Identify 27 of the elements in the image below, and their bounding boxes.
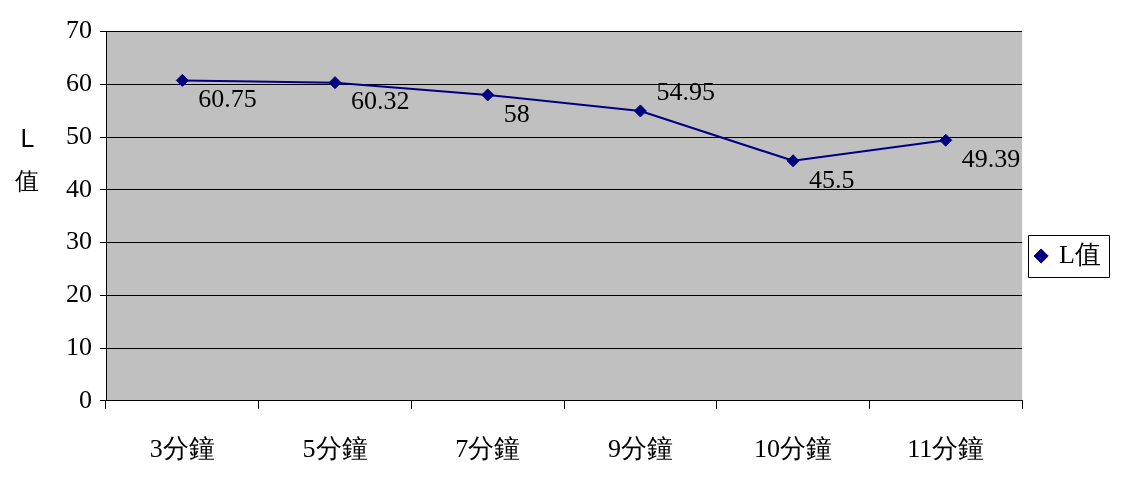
y-tick-label: 10 (66, 331, 92, 361)
data-label: 60.32 (351, 86, 410, 116)
y-tick-label: 70 (66, 15, 92, 45)
x-tick-label: 7分鐘 (455, 434, 521, 464)
x-tick-label: 10分鐘 (754, 434, 833, 464)
legend-label: L值 (1059, 239, 1102, 269)
data-label: 45.5 (809, 164, 855, 194)
point (939, 133, 953, 147)
x-tick-label: 9分鐘 (607, 434, 673, 464)
x-tick-label: 11分鐘 (907, 434, 985, 464)
y-tick-label: 40 (66, 173, 92, 203)
data-label: 49.39 (961, 144, 1021, 174)
data-label: 58 (503, 98, 530, 128)
x-tick-label: 3分鐘 (149, 434, 215, 464)
y-tick-label: 0 (79, 384, 92, 414)
point (175, 73, 189, 87)
y-tick-label: 30 (66, 226, 92, 256)
y-tick-label: 50 (66, 120, 92, 150)
y-tick-label: 60 (66, 68, 92, 98)
x-tick-label: 5分鐘 (302, 434, 368, 464)
point (328, 76, 342, 90)
y-tick-label: 20 (66, 279, 92, 309)
point (633, 104, 647, 118)
point (786, 154, 800, 168)
point (481, 88, 495, 102)
y-axis-title: L值 (14, 124, 40, 197)
data-label: 60.75 (198, 84, 257, 114)
